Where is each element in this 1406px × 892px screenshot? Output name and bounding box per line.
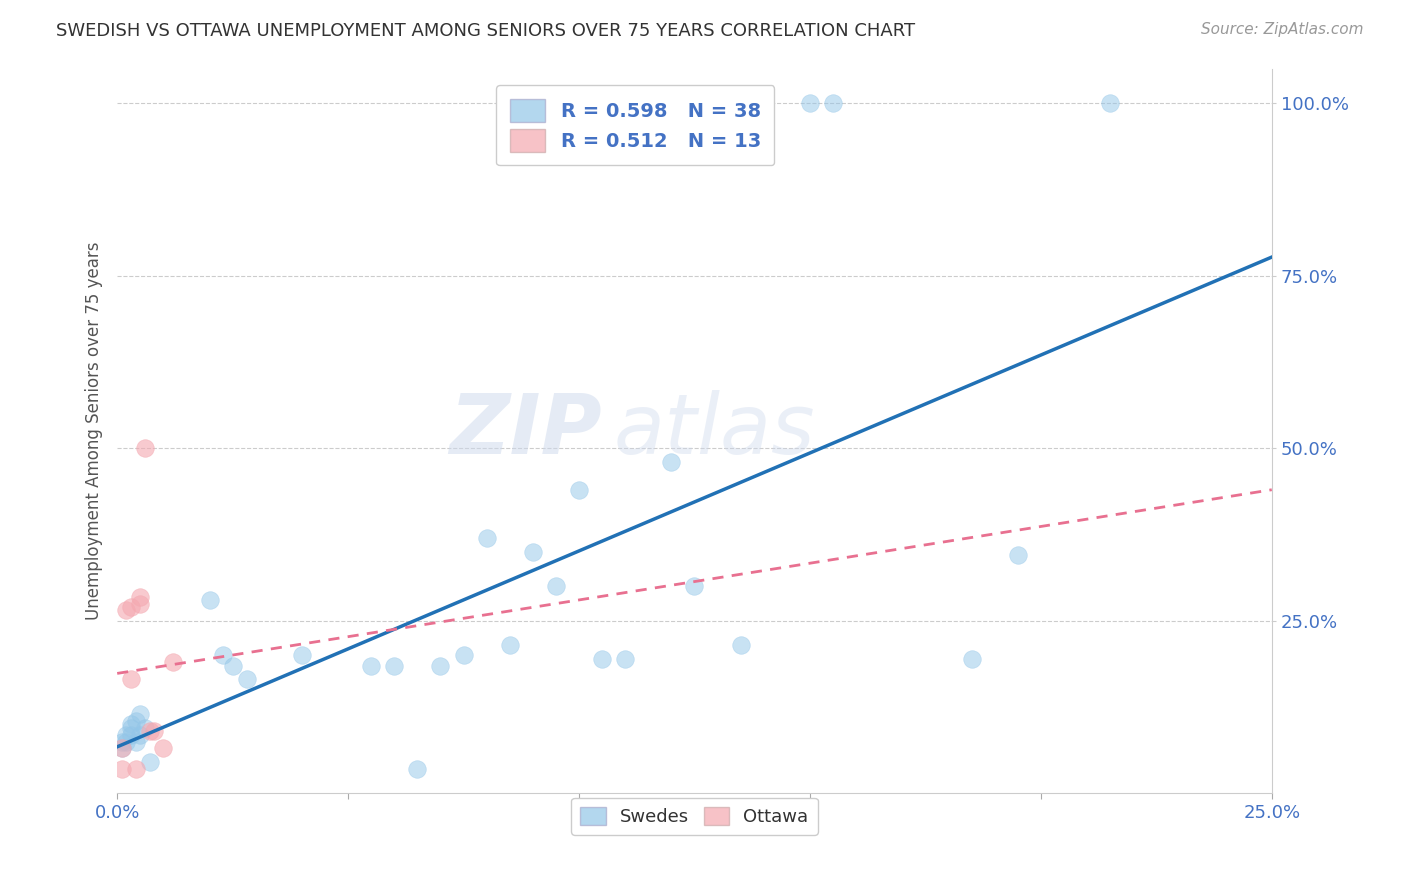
Point	[138, 724, 160, 739]
Point	[129, 597, 152, 611]
Point	[111, 762, 134, 776]
Point	[522, 545, 544, 559]
Point	[544, 579, 567, 593]
Point	[614, 651, 637, 665]
Point	[134, 721, 156, 735]
Point	[382, 658, 405, 673]
Y-axis label: Unemployment Among Seniors over 75 years: Unemployment Among Seniors over 75 years	[86, 242, 103, 620]
Point	[821, 96, 844, 111]
Point	[143, 724, 166, 739]
Point	[235, 673, 257, 687]
Point	[124, 762, 146, 776]
Point	[568, 483, 591, 497]
Point	[115, 734, 138, 748]
Point	[138, 756, 160, 770]
Text: SWEDISH VS OTTAWA UNEMPLOYMENT AMONG SENIORS OVER 75 YEARS CORRELATION CHART: SWEDISH VS OTTAWA UNEMPLOYMENT AMONG SEN…	[56, 22, 915, 40]
Point	[120, 728, 142, 742]
Point	[661, 455, 683, 469]
Point	[111, 734, 134, 748]
Point	[124, 714, 146, 728]
Point	[591, 651, 613, 665]
Point	[212, 648, 235, 663]
Text: ZIP: ZIP	[450, 391, 602, 472]
Point	[120, 717, 142, 731]
Point	[406, 762, 429, 776]
Text: atlas: atlas	[613, 391, 815, 472]
Point	[1099, 96, 1122, 111]
Point	[120, 721, 142, 735]
Point	[111, 741, 134, 756]
Point	[198, 593, 221, 607]
Point	[129, 706, 152, 721]
Point	[111, 741, 134, 756]
Point	[120, 673, 142, 687]
Point	[730, 638, 752, 652]
Point	[291, 648, 314, 663]
Point	[134, 441, 156, 455]
Point	[129, 728, 152, 742]
Point	[475, 531, 498, 545]
Point	[499, 638, 522, 652]
Point	[1007, 548, 1029, 562]
Point	[115, 728, 138, 742]
Point	[453, 648, 475, 663]
Point	[683, 579, 706, 593]
Point	[162, 655, 184, 669]
Point	[799, 96, 821, 111]
Legend: Swedes, Ottawa: Swedes, Ottawa	[571, 797, 817, 835]
Point	[129, 590, 152, 604]
Point	[360, 658, 382, 673]
Point	[152, 741, 174, 756]
Point	[115, 603, 138, 617]
Text: Source: ZipAtlas.com: Source: ZipAtlas.com	[1201, 22, 1364, 37]
Point	[120, 599, 142, 614]
Point	[124, 734, 146, 748]
Point	[429, 658, 451, 673]
Point	[221, 658, 243, 673]
Point	[960, 651, 983, 665]
